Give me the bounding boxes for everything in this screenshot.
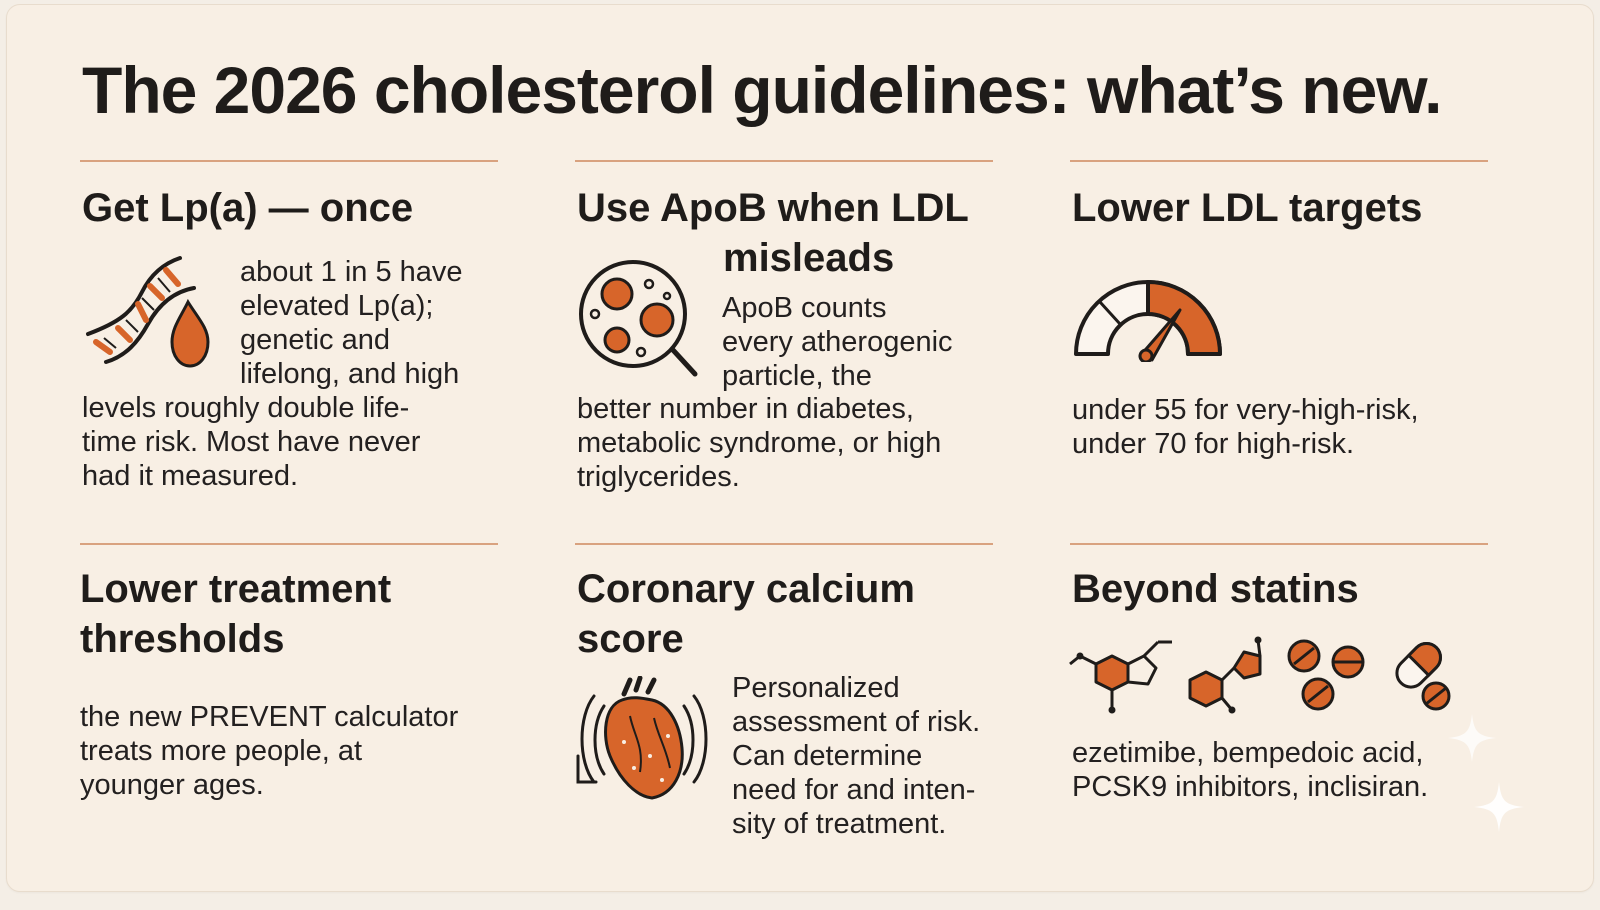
panel-lpa-text-side: about 1 in 5 have elevated Lp(a); geneti… [240, 256, 463, 390]
heart-scan-icon [574, 676, 714, 804]
panel-beyond-text: ezetimibe, bempedoic acid, PCSK9 inhibit… [1072, 737, 1429, 803]
panel-calcium-heading: Coronary calcium score [577, 567, 915, 661]
panel-calcium-text: Personalized assessment of risk. Can det… [732, 672, 981, 840]
panel-apob-text-side: ApoB counts every atherogenic particle, … [722, 292, 953, 392]
panel-lpa-heading: Get Lp(a) — once [82, 186, 414, 230]
sparkle-icon [1472, 780, 1526, 834]
molecules-and-pills-icon [1068, 634, 1458, 718]
panel-ldl-text: under 55 for very-high-risk, under 70 fo… [1072, 394, 1419, 460]
gauge-icon [1070, 272, 1226, 362]
infographic-card [6, 4, 1594, 892]
divider [1070, 543, 1488, 545]
particles-magnifier-icon [577, 258, 701, 380]
divider [1070, 160, 1488, 162]
divider [575, 543, 993, 545]
divider [80, 543, 498, 545]
dna-and-blood-drop-icon [80, 252, 220, 374]
panel-ldl-heading: Lower LDL targets [1072, 186, 1423, 230]
panel-apob-heading: Use ApoB when LDL misleads [577, 186, 969, 280]
panel-beyond-heading: Beyond statins [1072, 567, 1359, 611]
panel-threshold-heading: Lower treatment thresholds [80, 567, 392, 661]
divider [575, 160, 993, 162]
panel-threshold-text: the new PREVENT calculator treats more p… [80, 701, 459, 801]
divider [80, 160, 498, 162]
sparkle-icon [1446, 712, 1498, 764]
page-title: The 2026 cholesterol guidelines: what’s … [82, 53, 1442, 127]
panel-lpa-text-full: levels roughly double life- time risk. M… [82, 392, 421, 492]
panel-apob-text-full: better number in diabetes, metabolic syn… [577, 393, 942, 493]
